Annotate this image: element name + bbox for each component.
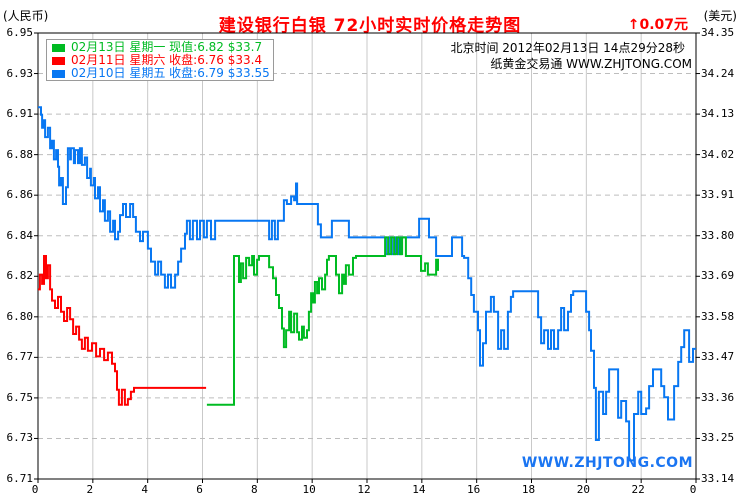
legend-item-feb10: 02月10日 星期五 收盘:6.79 $33.55 [52, 67, 273, 80]
y-axis-right-label: 34.02 [701, 147, 735, 161]
y-axis-left-label: 6.77 [6, 350, 34, 364]
y-axis-left-label: 6.80 [6, 309, 34, 323]
y-axis-left-label: 6.71 [6, 472, 34, 485]
legend-label-feb11: 02月11日 星期六 收盘:6.76 $33.4 [71, 53, 263, 67]
series-line-收盘 [38, 255, 207, 406]
chart-title: 建设银行白银 72小时实时价格走势图 [218, 16, 522, 36]
legend-label-feb13: 02月13日 星期一 现值:6.82 $33.7 [71, 40, 263, 54]
legend-item-feb13: 02月13日 星期一 现值:6.82 $33.7 [52, 41, 273, 54]
x-axis-label: 2 [86, 483, 94, 496]
y-axis-right-label: 33.91 [701, 188, 735, 202]
y-axis-left-label: 6.75 [6, 390, 34, 404]
x-axis-label: 18 [521, 483, 536, 496]
left-axis-unit-label: (人民币) [3, 9, 49, 23]
y-axis-left-label: 6.93 [6, 66, 34, 80]
y-axis-right-label: 34.24 [701, 66, 735, 80]
x-axis-label: 20 [576, 483, 590, 496]
y-axis-right-label: 34.35 [701, 26, 735, 39]
y-axis-right-label: 33.69 [701, 269, 735, 283]
x-axis-label: 10 [302, 483, 316, 496]
x-axis-label: 0 [31, 483, 39, 496]
y-axis-left-label: 6.84 [6, 228, 34, 242]
x-axis-label: 6 [196, 483, 203, 496]
x-axis-label: 8 [251, 483, 258, 496]
y-axis-left-label: 6.73 [6, 431, 34, 445]
x-axis-label: 22 [631, 483, 645, 496]
legend-item-feb11: 02月11日 星期六 收盘:6.76 $33.4 [52, 54, 273, 67]
y-axis-left-label: 6.91 [6, 107, 34, 121]
y-axis-right-label: 33.58 [701, 309, 735, 323]
y-axis-right-label: 33.36 [701, 390, 735, 404]
y-axis-left-label: 6.86 [6, 188, 34, 202]
price-change-indicator: ↑0.07元 [627, 17, 688, 33]
x-axis-label: 12 [357, 483, 371, 496]
y-axis-right-label: 34.13 [701, 107, 735, 121]
series-line-现值 [206, 236, 439, 406]
x-axis-label: 14 [412, 483, 426, 496]
y-axis-left-label: 6.88 [6, 147, 34, 161]
x-axis-label: 0 [689, 483, 697, 496]
x-axis-label: 16 [467, 483, 481, 496]
source-label: 纸黄金交易通 WWW.ZHJTONG.COM [490, 57, 692, 71]
right-axis-unit-label: (美元) [703, 9, 737, 23]
watermark-url: WWW.ZHJTONG.COM [521, 455, 693, 471]
y-axis-right-label: 33.25 [701, 431, 735, 445]
legend-box: 02月13日 星期一 现值:6.82 $33.7 02月11日 星期六 收盘:6… [46, 39, 274, 81]
legend-swatch-blue [52, 69, 65, 78]
y-axis-left-label: 6.95 [6, 26, 34, 39]
legend-label-feb10: 02月10日 星期五 收盘:6.79 $33.55 [71, 66, 270, 80]
x-axis-label: 4 [141, 483, 148, 496]
y-axis-right-label: 33.47 [701, 350, 735, 364]
y-axis-right-label: 33.14 [701, 472, 735, 485]
beijing-time-label: 北京时间 2012年02月13日 14点29分28秒 [450, 41, 685, 55]
series-line-收盘 [38, 106, 696, 462]
legend-swatch-red [52, 56, 65, 65]
y-axis-left-label: 6.82 [6, 269, 34, 283]
y-axis-right-label: 33.80 [701, 228, 735, 242]
legend-swatch-green [52, 43, 65, 52]
plot-border [37, 32, 697, 480]
